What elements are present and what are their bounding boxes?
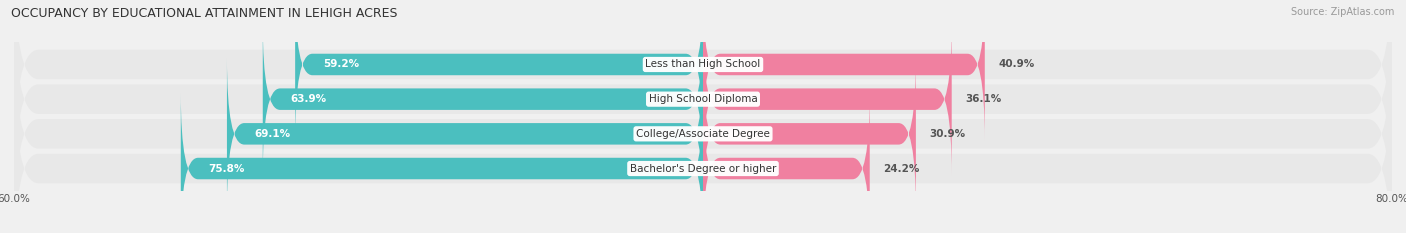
Text: 63.9%: 63.9% xyxy=(290,94,326,104)
Text: Less than High School: Less than High School xyxy=(645,59,761,69)
Text: 40.9%: 40.9% xyxy=(998,59,1035,69)
Text: 24.2%: 24.2% xyxy=(883,164,920,174)
FancyBboxPatch shape xyxy=(703,93,870,233)
FancyBboxPatch shape xyxy=(14,0,1392,206)
FancyBboxPatch shape xyxy=(14,27,1392,233)
Text: OCCUPANCY BY EDUCATIONAL ATTAINMENT IN LEHIGH ACRES: OCCUPANCY BY EDUCATIONAL ATTAINMENT IN L… xyxy=(11,7,398,20)
Text: College/Associate Degree: College/Associate Degree xyxy=(636,129,770,139)
FancyBboxPatch shape xyxy=(14,0,1392,171)
Text: 59.2%: 59.2% xyxy=(323,59,359,69)
FancyBboxPatch shape xyxy=(226,58,703,210)
Text: High School Diploma: High School Diploma xyxy=(648,94,758,104)
Text: 75.8%: 75.8% xyxy=(208,164,245,174)
Text: Bachelor's Degree or higher: Bachelor's Degree or higher xyxy=(630,164,776,174)
Text: Source: ZipAtlas.com: Source: ZipAtlas.com xyxy=(1291,7,1395,17)
FancyBboxPatch shape xyxy=(703,0,984,140)
FancyBboxPatch shape xyxy=(14,62,1392,233)
Text: 36.1%: 36.1% xyxy=(966,94,1001,104)
FancyBboxPatch shape xyxy=(703,23,952,175)
Text: 69.1%: 69.1% xyxy=(254,129,291,139)
FancyBboxPatch shape xyxy=(181,93,703,233)
FancyBboxPatch shape xyxy=(295,0,703,140)
Text: 30.9%: 30.9% xyxy=(929,129,966,139)
FancyBboxPatch shape xyxy=(703,58,915,210)
FancyBboxPatch shape xyxy=(263,23,703,175)
